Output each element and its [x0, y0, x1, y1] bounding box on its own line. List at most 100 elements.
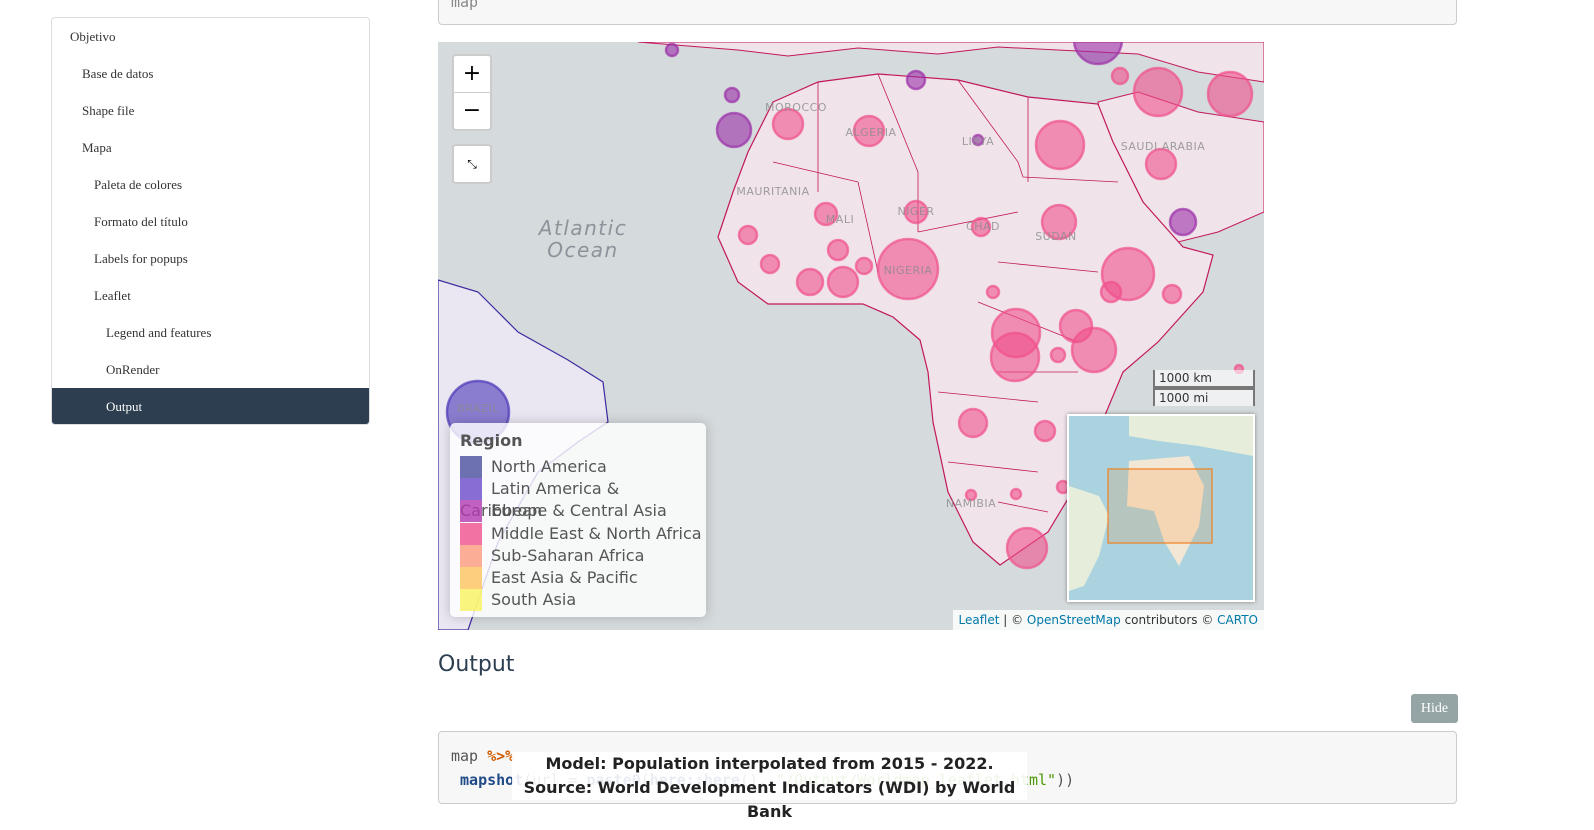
legend-swatch	[460, 567, 482, 589]
section-heading: Output	[438, 652, 515, 677]
legend-swatch	[460, 478, 482, 501]
country-label: MAURITANIA	[736, 185, 809, 198]
legend-swatch	[460, 544, 482, 567]
zoom-in[interactable]: +	[454, 56, 490, 93]
legend-item: East Asia & Pacific	[460, 567, 638, 589]
reset-icon: ⤡	[467, 157, 477, 171]
legend-swatch	[460, 456, 482, 478]
attribution-link[interactable]: OpenStreetMap	[1026, 613, 1121, 627]
toc-item[interactable]: Legend and features	[106, 325, 212, 340]
legend-item: Europe & Central Asia	[460, 500, 667, 523]
legend-swatch	[460, 500, 482, 523]
minimap-south-america	[1069, 486, 1109, 591]
zoom-control: + −	[452, 54, 492, 131]
scale-mi: 1000 mi	[1153, 388, 1255, 406]
attribution-text: | ©	[999, 613, 1027, 627]
toc-item[interactable]: OnRender	[106, 362, 160, 377]
country-label: MOROCCO	[765, 101, 827, 114]
caption-line: Model: Population interpolated from 2015…	[545, 754, 994, 773]
population-bubble	[826, 265, 860, 299]
toc-item[interactable]: Output	[52, 388, 369, 424]
attribution-link[interactable]: Leaflet	[958, 613, 1000, 627]
legend-item: North America	[460, 456, 607, 478]
code-token: ))	[1056, 771, 1075, 789]
population-bubble	[905, 69, 927, 91]
hide-button[interactable]: Hide	[1411, 694, 1458, 723]
legend-label: East Asia & Pacific	[491, 568, 638, 587]
legend-item: Middle East & North Africa	[460, 522, 702, 545]
caption-line: Source: World Development Indicators (WD…	[523, 778, 1016, 821]
population-bubble	[715, 111, 753, 149]
legend-label: South Asia	[491, 590, 577, 610]
toc-item[interactable]: Leaflet	[94, 288, 131, 303]
population-bubble	[1040, 203, 1078, 241]
population-bubble	[990, 307, 1042, 359]
country-label: NIGERIA	[884, 264, 933, 277]
population-bubble	[985, 284, 1001, 300]
population-bubble	[1168, 207, 1198, 237]
population-bubble	[903, 199, 929, 225]
attribution-text: contributors ©	[1120, 613, 1218, 627]
legend-title: Region	[460, 431, 523, 450]
population-bubble	[854, 256, 874, 276]
population-bubble	[737, 224, 759, 246]
population-bubble	[795, 267, 825, 297]
toc-item[interactable]: Mapa	[82, 140, 112, 155]
country-label: SUDAN	[1035, 230, 1077, 243]
legend-label: Sub-Saharan Africa	[491, 545, 645, 565]
zoom-out[interactable]: −	[462, 98, 482, 123]
minimap-africa	[1127, 456, 1204, 566]
toc-item[interactable]: Shape file	[82, 103, 135, 118]
population-bubble	[1206, 70, 1254, 118]
map-caption: Model: Population interpolated from 2015…	[512, 752, 1027, 821]
population-bubble	[957, 407, 989, 439]
population-bubble	[1009, 487, 1023, 501]
legend-item: Sub-Saharan Africa	[460, 544, 645, 567]
population-bubble	[970, 216, 992, 238]
toc-item[interactable]: Formato del título	[94, 214, 188, 229]
ocean-label: Atlantic	[537, 216, 627, 240]
population-bubble	[1110, 66, 1130, 86]
toc-item[interactable]: Objetivo	[70, 29, 116, 44]
legend-label: North America	[491, 457, 607, 476]
country-label: NAMIBIA	[946, 497, 996, 510]
minimap[interactable]	[1067, 414, 1255, 602]
attribution: Leaflet | © OpenStreetMap contributors ©…	[952, 610, 1264, 630]
attribution-link[interactable]: CARTO	[1217, 613, 1258, 627]
map[interactable]: Atlantic Ocean MOROCCO ALGERIA LIBYA MAURITAN…	[438, 42, 1264, 630]
toc-item[interactable]: Labels for popups	[94, 251, 188, 266]
country-label: SAUDI ARABIA	[1121, 140, 1206, 153]
reset-view[interactable]: ⤡	[452, 144, 492, 184]
population-bubble	[1144, 147, 1178, 181]
legend-item: South Asia	[460, 589, 577, 612]
country-label: CHAD	[966, 220, 1000, 233]
population-bubble	[964, 488, 978, 502]
code-token: map	[451, 747, 479, 765]
country-label: ALGERIA	[845, 126, 896, 139]
code-token: mapshot	[460, 771, 524, 789]
population-bubble	[852, 114, 886, 148]
toc-item[interactable]: Paleta de colores	[94, 177, 183, 192]
legend-label: Middle East & North Africa	[491, 523, 702, 543]
population-bubble	[1005, 526, 1049, 570]
ocean-label: Ocean	[547, 238, 618, 262]
population-bubble	[1033, 419, 1057, 443]
minimap-europe	[1129, 416, 1253, 456]
population-bubble	[771, 107, 805, 141]
table-of-contents: Objetivo Base de datos Shape file Mapa Palet…	[51, 17, 370, 425]
code-block: map	[438, 0, 1457, 25]
scale-km: 1000 km	[1153, 370, 1255, 388]
legend-item: Latin America & Caribbean	[460, 478, 706, 520]
population-bubble	[1058, 308, 1094, 344]
code-token	[478, 747, 487, 765]
code-line: map %>%	[451, 744, 1444, 768]
legend: Region North America Latin America & Cari…	[450, 423, 706, 617]
population-bubble	[759, 253, 781, 275]
toc-item[interactable]: Base de datos	[82, 66, 154, 81]
code-token: %>%	[487, 747, 515, 765]
country-label: LIBYA	[962, 135, 994, 148]
population-bubble	[1161, 283, 1183, 305]
legend-swatch	[460, 522, 482, 545]
population-bubble	[971, 133, 985, 147]
